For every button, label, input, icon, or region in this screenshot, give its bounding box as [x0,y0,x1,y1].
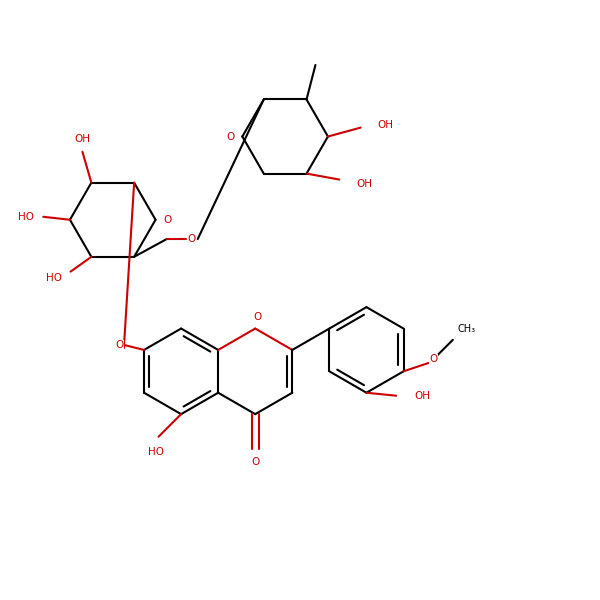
Text: O: O [163,215,172,225]
Text: O: O [115,340,123,350]
Text: OH: OH [74,134,91,143]
Text: HO: HO [18,212,34,222]
Text: CH₃: CH₃ [458,324,476,334]
Text: HO: HO [46,272,62,283]
Text: O: O [253,311,261,322]
Text: O: O [429,355,437,364]
Text: OH: OH [414,391,430,401]
Text: O: O [188,234,196,244]
Text: O: O [226,131,235,142]
Text: O: O [251,457,259,467]
Text: OH: OH [377,119,393,130]
Text: OH: OH [356,179,372,189]
Text: HO: HO [148,446,164,457]
